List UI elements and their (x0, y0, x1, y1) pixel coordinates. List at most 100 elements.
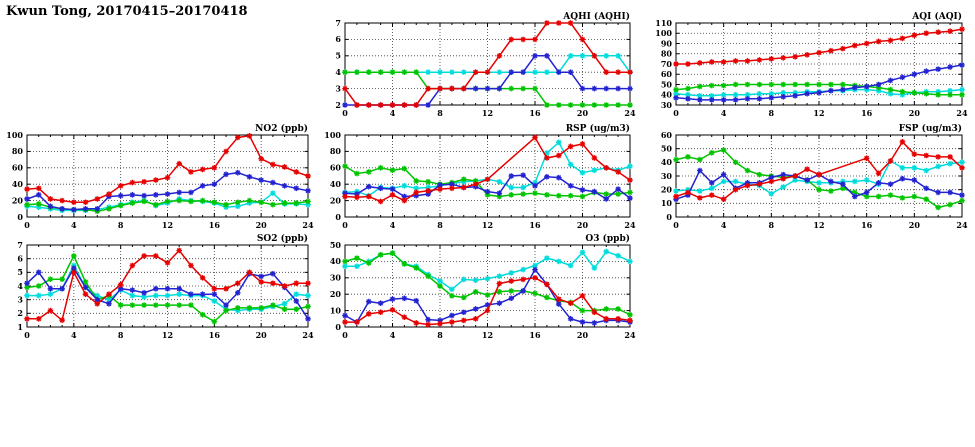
y-tick-label: 0 (335, 322, 341, 332)
x-tick-label: 20 (577, 108, 589, 118)
series-red (24, 247, 311, 323)
series-blue (342, 266, 633, 326)
y-tick-label: 20 (12, 195, 24, 205)
x-tick-label: 4 (390, 220, 396, 230)
y-tick-label: 30 (661, 171, 673, 181)
series-red (673, 26, 965, 67)
series-red (342, 134, 633, 205)
y-tick-label: 4 (335, 67, 341, 77)
y-tick-label: 70 (661, 59, 673, 69)
series-markers (24, 247, 311, 323)
x-tick-label: 24 (624, 330, 636, 340)
x-tick-label: 8 (118, 330, 124, 340)
tick-labels: 0 10 20 30 40 50 60 0 4 8 12 16 20 24 (661, 130, 968, 230)
x-tick-label: 16 (529, 108, 541, 118)
x-tick-label: 20 (909, 108, 921, 118)
aqi-title: AQI (AQI) (911, 11, 962, 22)
x-tick-label: 20 (909, 220, 921, 230)
y-tick-label: 80 (330, 146, 342, 156)
y-tick-label: 40 (661, 157, 673, 167)
series-markers (342, 248, 633, 293)
series-markers (342, 20, 633, 108)
y-tick-label: 110 (655, 18, 672, 28)
o3-plot: 0 10 20 30 40 50 0 4 8 12 16 20 24 O3 (ppb) (330, 233, 636, 340)
y-tick-label: 10 (330, 305, 342, 315)
y-tick-label: 30 (661, 100, 673, 110)
x-tick-label: 20 (577, 330, 589, 340)
series-blue (673, 62, 965, 103)
y-tick-label: 100 (655, 28, 672, 38)
x-tick-label: 20 (256, 220, 268, 230)
y-tick-label: 60 (330, 163, 342, 173)
chart-rsp: 0 20 40 60 80 100 0 4 8 12 16 20 24 RSP (ug/m3) (324, 123, 636, 230)
series-red (673, 139, 965, 203)
y-tick-label: 100 (324, 130, 341, 140)
series-line (344, 136, 631, 203)
y-tick-label: 30 (330, 273, 342, 283)
chart-o3: 0 10 20 30 40 50 0 4 8 12 16 20 24 O3 (ppb) (330, 233, 636, 340)
no2-title: NO2 (ppb) (255, 123, 308, 134)
chart-aqi: 30 40 50 60 70 80 90 100 110 0 4 8 12 16 20 24 AQI (AQI) (655, 11, 968, 118)
x-tick-label: 4 (390, 108, 396, 118)
series-markers (673, 26, 965, 67)
y-tick-label: 3 (17, 294, 23, 304)
y-tick-label: 100 (6, 130, 23, 140)
y-tick-label: 40 (12, 179, 24, 189)
series-blue (24, 169, 311, 213)
y-tick-label: 20 (330, 195, 342, 205)
y-tick-label: 50 (330, 240, 342, 250)
x-tick-label: 0 (673, 108, 679, 118)
series-green (342, 163, 633, 200)
no2-plot: 0 20 40 60 80 100 0 4 8 12 16 20 24 NO2 (ppb) (6, 123, 314, 230)
tick-labels: 0 10 20 30 40 50 0 4 8 12 16 20 24 (330, 240, 636, 340)
grid (27, 245, 308, 327)
y-tick-label: 0 (17, 212, 23, 222)
fsp-plot: 0 10 20 30 40 50 60 0 4 8 12 16 20 24 FSP (ug/m3) (661, 123, 968, 230)
y-tick-label: 2 (335, 100, 341, 110)
tick-labels: 0 20 40 60 80 100 0 4 8 12 16 20 24 (324, 130, 636, 230)
series-green (24, 253, 311, 325)
page-title: Kwun Tong, 20170415–20170418 (6, 4, 248, 19)
x-tick-label: 0 (342, 220, 348, 230)
x-tick-label: 16 (209, 220, 221, 230)
x-tick-label: 24 (624, 108, 636, 118)
series-markers (24, 169, 311, 213)
y-tick-label: 90 (661, 38, 673, 48)
y-tick-label: 80 (661, 49, 673, 59)
x-tick-label: 12 (482, 108, 493, 118)
o3-title: O3 (ppb) (585, 233, 630, 244)
series-markers (342, 275, 633, 328)
y-tick-label: 2 (17, 308, 23, 318)
y-tick-label: 6 (335, 34, 341, 44)
fsp-title: FSP (ug/m3) (899, 123, 962, 134)
chart-aqhi: 2 3 4 5 6 7 0 4 8 12 16 20 24 AQHI (AQHI) (335, 11, 636, 118)
x-tick-label: 4 (71, 220, 77, 230)
x-tick-label: 20 (577, 220, 589, 230)
y-tick-label: 40 (661, 90, 673, 100)
x-tick-label: 8 (437, 108, 443, 118)
chart-fsp: 0 10 20 30 40 50 60 0 4 8 12 16 20 24 FSP (ug/m3) (661, 123, 968, 230)
x-tick-label: 8 (437, 330, 443, 340)
x-tick-label: 8 (437, 220, 443, 230)
axis-box (344, 134, 631, 218)
y-tick-label: 10 (661, 198, 673, 208)
x-tick-label: 20 (256, 330, 268, 340)
x-tick-label: 24 (956, 220, 968, 230)
y-tick-label: 60 (661, 69, 673, 79)
series-red (24, 133, 311, 206)
x-tick-label: 24 (956, 108, 968, 118)
y-tick-label: 50 (661, 79, 673, 89)
series-markers (673, 62, 965, 103)
x-tick-label: 0 (342, 108, 348, 118)
chart-so2: 1 2 3 4 5 6 7 0 4 8 12 16 20 24 SO2 (ppb) (17, 233, 314, 340)
y-tick-label: 7 (335, 18, 341, 28)
y-tick-label: 60 (661, 130, 673, 140)
grid (345, 245, 630, 327)
aqhi-title: AQHI (AQHI) (562, 11, 630, 22)
series-markers (342, 134, 633, 205)
y-tick-label: 4 (17, 281, 23, 291)
